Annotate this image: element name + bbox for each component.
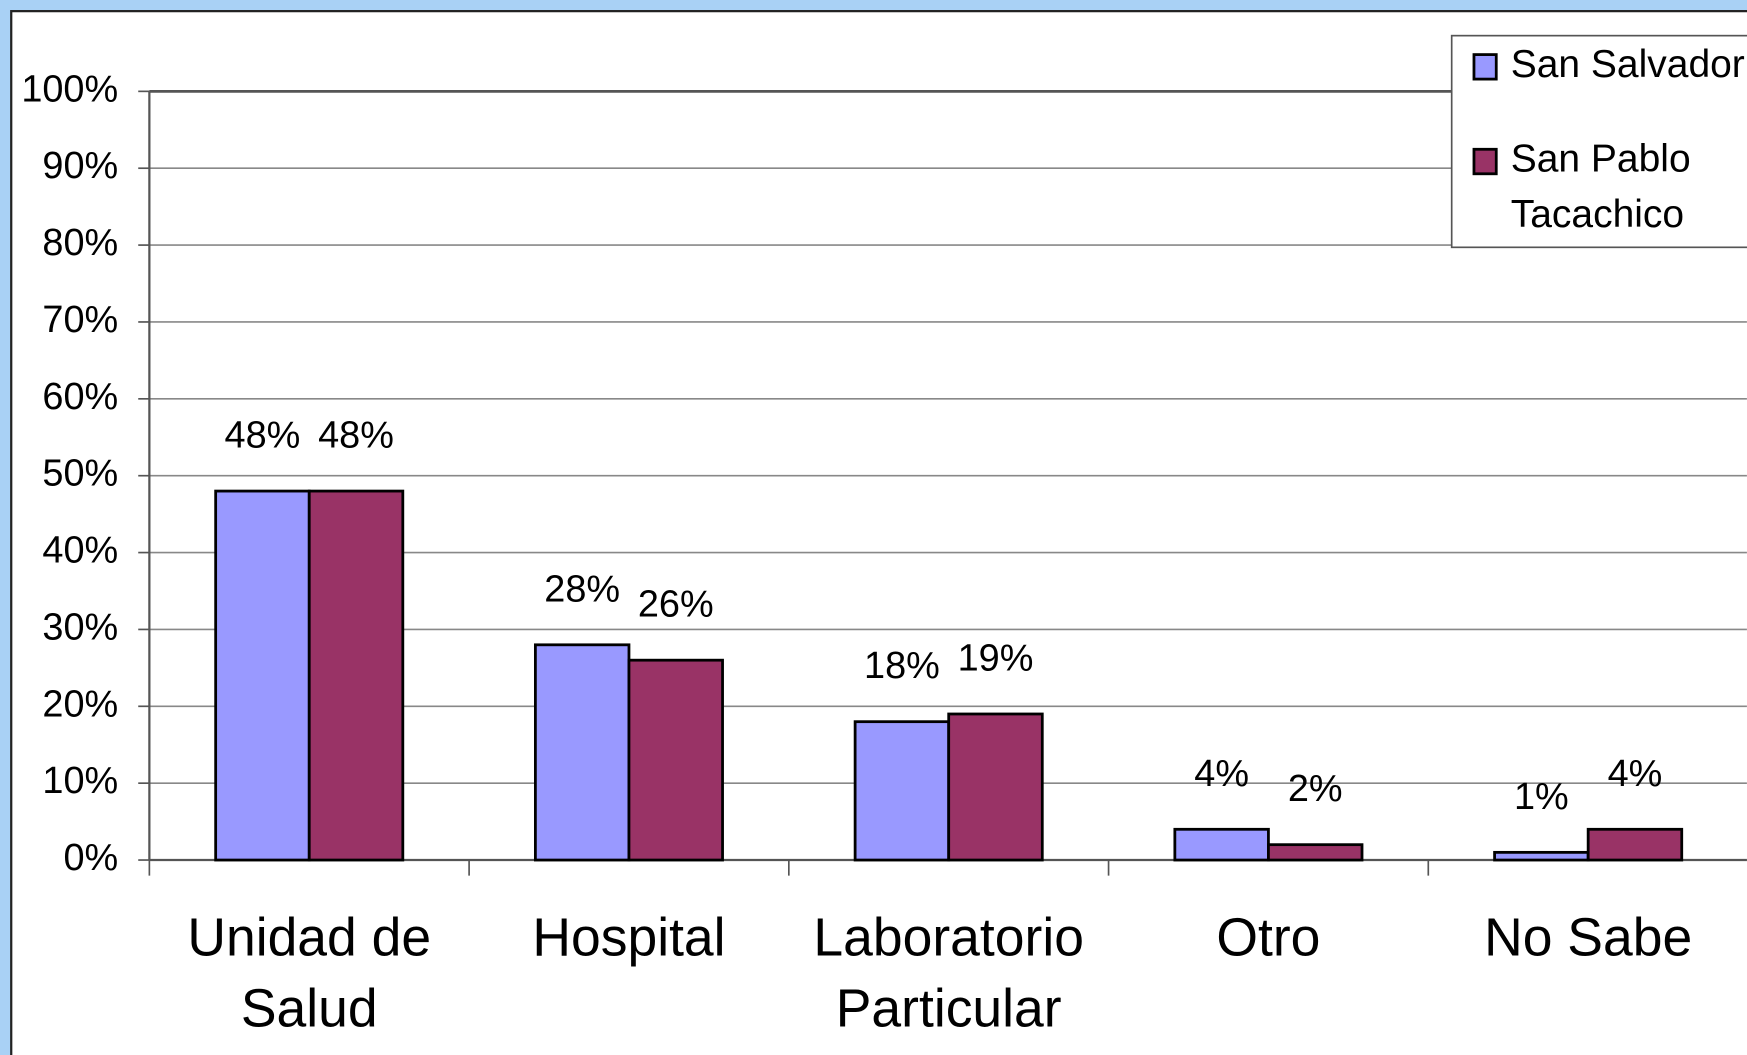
bar bbox=[627, 658, 724, 862]
bar bbox=[853, 720, 951, 862]
legend-label: San Salvador bbox=[1511, 43, 1745, 86]
bar bbox=[1267, 843, 1364, 862]
x-tick-label: Otro bbox=[1216, 908, 1320, 967]
data-label: 18% bbox=[864, 645, 940, 687]
y-tick-label: 50% bbox=[42, 453, 118, 495]
legend-box bbox=[1450, 34, 1747, 249]
bar bbox=[1586, 827, 1684, 862]
bar bbox=[1173, 827, 1270, 862]
x-tick-label: Unidad de Salud bbox=[187, 908, 431, 1038]
x-tick-label: No Sabe bbox=[1484, 908, 1692, 967]
y-tick-label: 30% bbox=[42, 606, 118, 648]
data-label: 4% bbox=[1608, 753, 1663, 795]
data-label: 19% bbox=[958, 638, 1034, 680]
y-tick-label: 0% bbox=[63, 837, 118, 879]
data-label: 48% bbox=[318, 415, 394, 457]
data-label: 48% bbox=[225, 415, 301, 457]
y-tick-label: 60% bbox=[42, 376, 118, 418]
data-label: 4% bbox=[1194, 753, 1249, 795]
y-tick-label: 10% bbox=[42, 760, 118, 802]
y-tick-label: 80% bbox=[42, 222, 118, 264]
data-label: 26% bbox=[638, 584, 714, 626]
x-tick-label: Laboratorio Particular bbox=[813, 908, 1084, 1038]
bar bbox=[307, 489, 405, 862]
y-tick-label: 90% bbox=[42, 145, 118, 187]
bar bbox=[214, 489, 311, 862]
x-tick-label: Hospital bbox=[532, 908, 725, 967]
bar bbox=[947, 712, 1044, 862]
y-tick-label: 70% bbox=[42, 299, 118, 341]
data-label: 1% bbox=[1514, 776, 1569, 818]
y-tick-label: 20% bbox=[42, 683, 118, 725]
data-label: 28% bbox=[544, 568, 620, 610]
data-label: 2% bbox=[1288, 768, 1343, 810]
y-tick-label: 40% bbox=[42, 530, 118, 572]
legend-swatch bbox=[1472, 147, 1498, 176]
legend-swatch bbox=[1472, 53, 1498, 81]
bar bbox=[533, 643, 631, 862]
legend-label: San Pablo Tacachico bbox=[1511, 138, 1691, 237]
bar bbox=[1493, 850, 1590, 862]
y-tick-label: 100% bbox=[21, 68, 118, 110]
